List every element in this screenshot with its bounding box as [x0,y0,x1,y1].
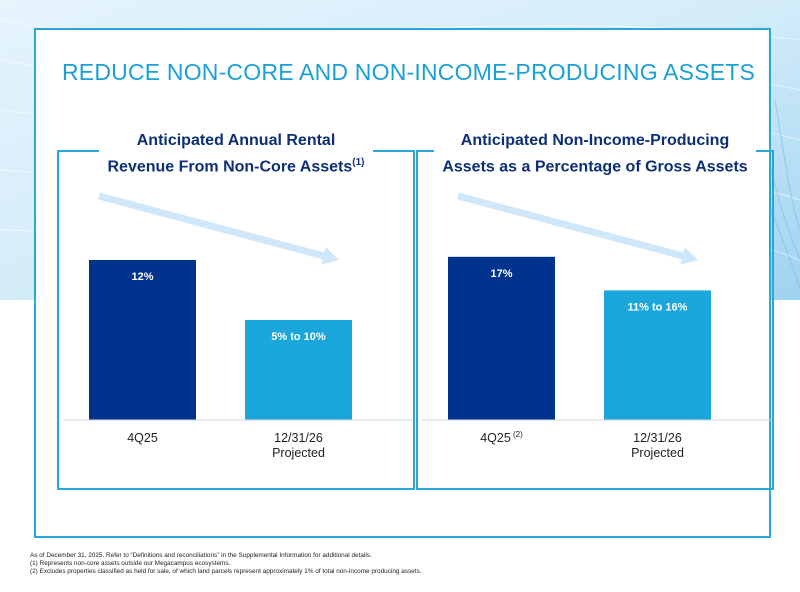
chart-title-line: Assets as a Percentage of Gross Assets [442,158,748,176]
x-tick-label: 4Q25 (2) [480,430,523,445]
x-tick-label: 12/31/26 [633,431,682,445]
chart-title-footnote-mark: (1) [352,157,365,168]
panel-top-border [59,150,100,152]
chart-panel-non-income-assets: Anticipated Non-Income-Producing Assets … [416,132,774,490]
chart-title-line: Anticipated Annual Rental [136,132,336,149]
x-tick-label: Projected [272,446,325,460]
panel-top-border [372,150,413,152]
bar [448,256,555,420]
x-tick-label: 4Q25 [127,431,158,445]
footnote-line: (2) Excludes properties classified as he… [30,568,422,576]
data-label: 17% [490,268,512,280]
panel-top-border [755,150,772,152]
bar [604,290,711,420]
chart-panel-non-core-revenue: Anticipated Annual Rental Revenue From N… [57,132,415,490]
footnote-line: As of December 31, 2025. Refer to “Defin… [30,552,372,559]
panel-top-border [418,150,435,152]
trend-arrow [457,192,698,265]
trend-arrow [98,192,339,265]
data-label: 5% to 10% [271,331,326,343]
x-tick-label: 12/31/26 [274,431,323,445]
x-tick-footnote-mark: (2) [511,430,523,439]
footnote-line: (1) Represents non-core assets outside o… [30,560,231,568]
bar [245,320,352,420]
footnotes: As of December 31, 2025. Refer to “Defin… [30,552,421,577]
chart-title-line: Revenue From Non-Core Assets [107,158,353,176]
data-label: 11% to 16% [628,301,688,313]
x-tick-label: Projected [631,446,684,460]
page-title: REDUCE NON-CORE AND NON-INCOME-PRODUCING… [62,59,756,85]
chart-title-line: Anticipated Non-Income-Producing [460,132,730,149]
chart-title: Anticipated Annual Rental Revenue From N… [59,130,413,178]
chart-title: Anticipated Non-Income-Producing Assets … [418,130,772,178]
bar [89,260,196,420]
data-label: 12% [131,271,153,283]
